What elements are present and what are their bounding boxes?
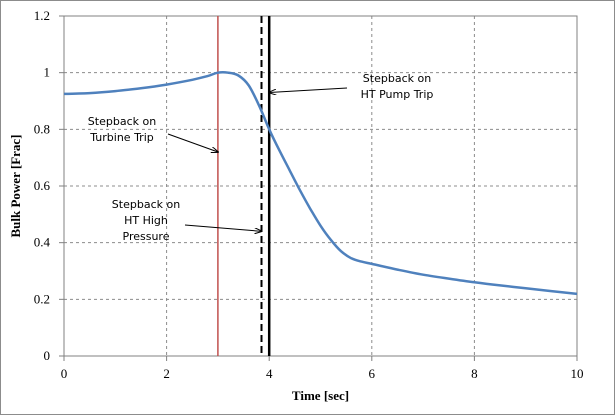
annotation-text: Stepback on [363,72,431,85]
annotation: Stepback on Turbine Trip [88,115,218,152]
event-lines [217,16,271,356]
x-tick-label: 2 [163,366,170,381]
annotation: Stepback on HT High Pressure [112,198,262,243]
y-tick-label: 0.8 [34,121,50,136]
annotation-arrow [184,224,262,231]
annotation-text: Pressure [123,230,170,243]
gridlines [59,15,578,361]
x-tick-label: 10 [571,366,584,381]
y-tick-label: 0.4 [34,235,51,250]
annotation-text: Turbine Trip [89,131,153,144]
y-tick-labels: 0 0.2 0.4 0.6 0.8 1 1.2 [34,8,51,363]
y-axis-title: Bulk Power [Frac] [8,134,23,237]
series-layer [63,71,578,296]
x-tick-label: 0 [61,366,68,381]
y-tick-label: 0.2 [34,291,50,306]
x-tick-label: 4 [266,366,273,381]
x-tick-label: 6 [369,366,376,381]
x-tick-labels: 0 2 4 6 8 10 [61,366,584,381]
y-tick-label: 1 [44,65,51,80]
annotation-text: Stepback on [88,115,156,128]
annotation-text: HT Pump Trip [361,88,434,101]
y-tick-label: 0.6 [34,178,51,193]
annotations: Stepback on HT Pump Trip Stepback on Turbin… [88,72,434,243]
x-axis-title: Time [sec] [292,388,349,403]
annotation: Stepback on HT Pump Trip [269,72,433,101]
annotation-text: HT High [124,214,168,227]
annotation-text: Stepback on [112,198,180,211]
annotation-arrow [167,133,218,152]
plot-border [63,15,578,357]
x-tick-label: 8 [471,366,478,381]
y-tick-label: 0 [44,348,51,363]
annotation-arrow [269,87,348,93]
bulk-power-series-line [63,71,578,296]
y-tick-label: 1.2 [34,8,50,23]
